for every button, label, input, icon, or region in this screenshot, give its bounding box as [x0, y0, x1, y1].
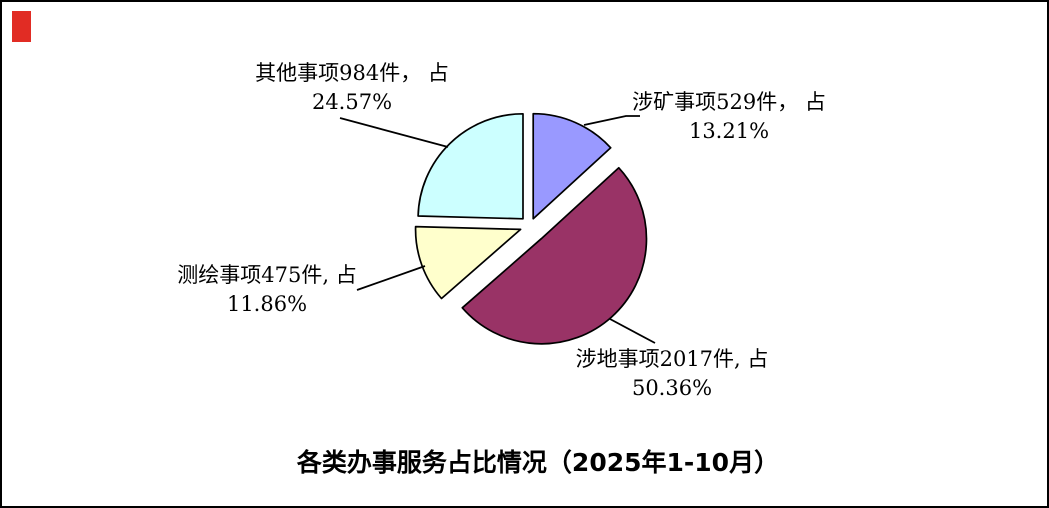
- label-qita-line1: 其他事项984件， 占: [255, 61, 449, 85]
- label-shedi-line1: 涉地事项2017件, 占: [575, 347, 769, 371]
- pie-slice-shekuang: [532, 112, 612, 220]
- label-shedi-line2: 50.36%: [631, 376, 713, 400]
- label-shekuang-line2: 13.21%: [688, 119, 770, 143]
- pie-slice-cehui: [414, 225, 522, 300]
- pie-slice-qita: [417, 112, 524, 220]
- pie-slice-shedi: [461, 166, 648, 345]
- label-shedi: 涉地事项2017件, 占 50.36%: [522, 345, 822, 403]
- label-qita: 其他事项984件， 占 24.57%: [202, 59, 502, 117]
- label-qita-line2: 24.57%: [311, 90, 393, 114]
- chart-title: 各类办事服务占比情况（2025年1-10月）: [296, 448, 780, 477]
- leader-line-qita: [339, 117, 449, 148]
- leader-line-shekuang: [583, 115, 640, 126]
- red-marker: [12, 11, 31, 42]
- label-cehui-line2: 11.86%: [226, 292, 308, 316]
- leader-line-cehui: [356, 265, 426, 291]
- label-shekuang: 涉矿事项529件， 占 13.21%: [579, 88, 879, 146]
- leader-line-shedi: [609, 318, 656, 344]
- label-cehui-line1: 测绘事项475件, 占: [177, 263, 357, 287]
- label-cehui: 测绘事项475件, 占 11.86%: [117, 261, 417, 319]
- label-shekuang-line1: 涉矿事项529件， 占: [632, 90, 826, 114]
